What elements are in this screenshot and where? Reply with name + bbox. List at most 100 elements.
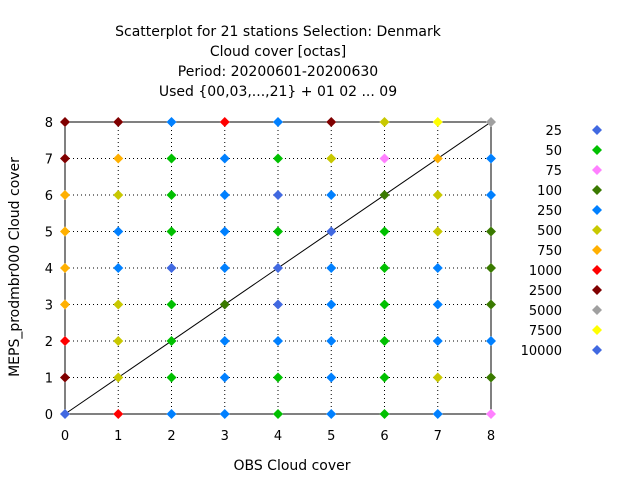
y-tick-label: 4 [45,262,53,277]
data-point [60,263,70,273]
data-point [379,190,390,200]
data-point [486,372,496,383]
data-point [379,263,390,273]
data-point [326,409,337,419]
data-point [60,226,70,237]
data-point [219,190,230,200]
title-line: Cloud cover [octas] [210,44,346,60]
data-point [166,226,177,237]
data-point [219,153,230,164]
legend-label: 250 [537,204,562,219]
y-tick-label: 2 [45,335,53,350]
x-tick-label: 2 [167,429,175,444]
legend-label: 1000 [529,264,562,279]
legend-marker [592,225,602,235]
data-point [113,190,124,200]
data-point [379,117,390,127]
data-point [486,336,496,346]
data-point [273,299,283,310]
data-point [219,226,230,237]
legend-label: 50 [545,144,562,159]
data-point [273,117,283,127]
data-point [432,372,443,383]
x-tick-label: 0 [61,429,69,444]
legend-label: 10000 [521,344,562,359]
data-point [432,226,443,237]
data-point [326,117,337,127]
legend-label: 2500 [529,284,562,299]
data-point [432,409,443,419]
legend-label: 750 [537,244,562,259]
legend-label: 100 [537,184,562,199]
data-point [486,153,496,164]
x-tick-label: 5 [327,429,335,444]
data-point [379,336,390,346]
data-point [113,299,124,310]
y-tick-label: 3 [45,299,53,314]
data-point [486,263,496,273]
data-point [60,336,70,346]
legend-marker [592,305,602,315]
data-point [166,117,177,127]
data-point [326,263,337,273]
legend-marker [592,325,602,335]
data-point [432,336,443,346]
data-point [486,299,496,310]
data-point [166,153,177,164]
title-line: Period: 20200601-20200630 [178,64,378,80]
legend-marker [592,345,602,355]
data-point [219,263,230,273]
data-point [326,226,337,237]
data-point [486,226,496,237]
y-tick-labels: 0 1 2 3 4 5 6 7 8 [45,116,53,423]
legend-marker [592,285,602,295]
data-point [273,226,283,237]
y-tick-label: 0 [45,408,53,423]
data-point [273,409,283,419]
legend: 25 50 75 100 250 500 750 1000 2500 5000 7500 10000 [521,124,602,359]
y-tick-label: 5 [45,226,53,241]
legend-label: 500 [537,224,562,239]
data-point [379,226,390,237]
data-point [379,299,390,310]
data-point [113,226,124,237]
data-point [432,153,443,164]
data-point [432,190,443,200]
y-tick-label: 8 [45,116,53,131]
data-point [486,117,496,127]
legend-marker [592,205,602,215]
data-point [219,299,230,310]
data-point [273,336,283,346]
legend-marker [592,125,602,135]
y-tick-label: 1 [45,372,53,387]
legend-label: 5000 [529,304,562,319]
data-point [60,299,70,310]
y-tick-label: 6 [45,189,53,204]
data-point [432,117,443,127]
x-tick-label: 4 [274,429,282,444]
legend-label: 25 [545,124,562,139]
legend-label: 75 [545,164,562,179]
data-point [113,336,124,346]
data-point [273,153,283,164]
data-point [379,409,390,419]
x-tick-label: 1 [114,429,122,444]
x-tick-labels: 0 1 2 3 4 5 6 7 8 [61,429,495,444]
data-point [113,117,124,127]
data-point [60,190,70,200]
data-point [166,190,177,200]
data-point [60,117,70,127]
data-point [166,263,177,273]
data-point [379,372,390,383]
data-point [166,409,177,419]
data-point [326,372,337,383]
data-point [379,153,390,164]
data-point [60,153,70,164]
chart-title: Scatterplot for 21 stations Selection: D… [115,24,442,100]
legend-marker [592,165,602,175]
data-point [113,409,124,419]
data-point [219,409,230,419]
data-point [273,263,283,273]
data-point [432,263,443,273]
data-point [326,190,337,200]
